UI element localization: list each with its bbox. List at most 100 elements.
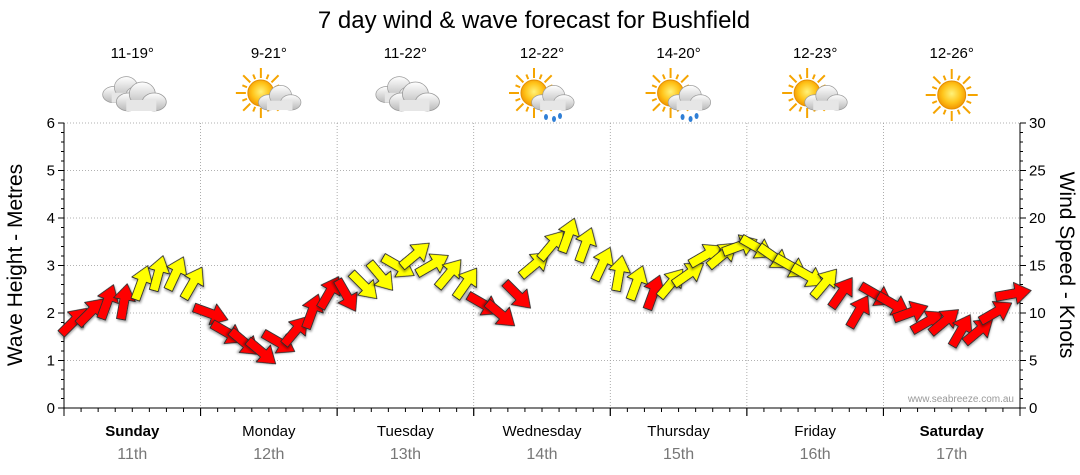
wind-arrow-shape (501, 279, 531, 309)
wind-arrow (961, 318, 994, 347)
chart-title: 7 day wind & wave forecast for Bushfield (318, 7, 750, 34)
left-tick-label: 6 (47, 115, 55, 132)
wind-arrow (365, 259, 394, 291)
wind-arrow-shape (398, 242, 430, 271)
wind-arrow-shape (244, 336, 277, 365)
wind-arrow (827, 277, 853, 311)
wind-arrow-shape (994, 282, 1032, 305)
wind-arrow (483, 298, 516, 327)
wind-arrow (179, 266, 205, 302)
temperature-range: 12-26° (930, 45, 974, 62)
wind-arrow (451, 267, 478, 301)
wind-arrow-shape (809, 268, 837, 301)
wind-arrow-shape (113, 283, 136, 321)
wind-arrow-shape (433, 259, 462, 291)
right-tick-label: 25 (1029, 163, 1046, 180)
wind-arrow (433, 259, 462, 291)
rain-drops (680, 113, 699, 122)
wind-arrow-shape (827, 277, 853, 311)
day-date-label: 15th (663, 446, 694, 463)
wind-arrow-shape (414, 253, 449, 278)
wind-arrow-shape (875, 291, 910, 316)
wind-arrow-shape (670, 263, 704, 289)
right-tick-label: 15 (1029, 258, 1046, 275)
wind-arrow (809, 268, 837, 301)
wind-arrow-shape (845, 295, 870, 330)
sun-showers-icon (509, 68, 575, 122)
temperature-range: 11-22° (384, 45, 427, 62)
wind-arrow-shape (347, 269, 378, 300)
y-axis-ticks: 0 1 2 3 4 5 6 0 5 10 15 20 25 30 (47, 115, 1046, 417)
left-tick-label: 0 (47, 400, 55, 417)
day-name-label: Monday (242, 423, 296, 440)
weather-icons-row (102, 68, 978, 122)
sun-shape (925, 69, 978, 121)
wind-arrow (192, 302, 229, 326)
temperature-range: 12-23° (793, 45, 837, 62)
partly-sunny-icon (235, 68, 302, 118)
sun-showers-icon (645, 68, 712, 122)
cloud-shape (667, 85, 712, 111)
wind-arrow-shape (574, 227, 597, 264)
wind-arrow-shape (790, 262, 825, 287)
wind-arrow (977, 301, 1013, 326)
wind-arrow-shape (961, 318, 994, 347)
wind-arrow (333, 277, 358, 312)
day-date-label: 16th (800, 446, 831, 463)
cloud-shape (258, 85, 302, 111)
wind-arrow (875, 291, 910, 316)
wind-arrow (670, 263, 704, 289)
cloudy-icon (102, 76, 167, 112)
wind-arrow-shape (483, 298, 516, 327)
day-date-label: 12th (253, 446, 284, 463)
day-date-label: 17th (936, 446, 967, 463)
left-tick-label: 5 (47, 163, 55, 180)
sunny-icon (925, 69, 978, 121)
cloud-shape (115, 81, 167, 112)
wind-arrow-shape (316, 276, 341, 311)
day-name-label: Tuesday (377, 423, 434, 440)
wind-arrow (574, 227, 597, 264)
cloudy-icon (375, 76, 440, 112)
left-tick-label: 4 (47, 210, 55, 227)
wind-arrow-shape (280, 316, 308, 348)
left-axis-label: Wave Height - Metres (4, 164, 27, 366)
wind-arrow (244, 336, 277, 365)
wind-arrow (316, 276, 341, 311)
wind-arrow-shape (365, 259, 394, 291)
right-tick-label: 0 (1029, 400, 1037, 417)
wind-arrow-shape (451, 267, 478, 301)
wind-arrow-shape (927, 309, 959, 337)
day-name-label: Friday (794, 423, 836, 440)
day-labels: Sunday 11th Monday 12th Tuesday 13th Wednesday… (105, 423, 984, 463)
wind-arrows (57, 217, 1032, 365)
wind-arrow-shape (892, 300, 929, 324)
cloud-shape (531, 85, 575, 111)
wind-arrow-shape (147, 255, 171, 293)
wind-arrow (790, 262, 825, 287)
right-tick-label: 20 (1029, 210, 1046, 227)
wind-arrow (608, 254, 631, 292)
day-date-label: 14th (526, 446, 557, 463)
temperature-range: 14-20° (656, 45, 700, 62)
wind-arrow-shape (333, 277, 358, 312)
wind-arrow (147, 255, 171, 293)
right-axis-label: Wind Speed - Knots (1055, 172, 1078, 359)
wind-arrow (347, 269, 378, 300)
partly-sunny-icon (782, 68, 848, 118)
day-date-label: 13th (390, 446, 421, 463)
day-name-label: Thursday (647, 423, 710, 440)
wind-arrow (994, 282, 1032, 305)
left-tick-label: 2 (47, 305, 55, 322)
temperature-range: 12-22° (520, 45, 564, 62)
wind-arrow-shape (192, 302, 229, 326)
day-name-label: Wednesday (503, 423, 582, 440)
wind-arrow (96, 284, 119, 321)
rain-drops (544, 113, 562, 122)
wind-arrow (892, 300, 929, 324)
cloud-shape (389, 81, 440, 112)
wind-arrow (113, 283, 136, 321)
wind-arrow (501, 279, 531, 309)
cloud-shape (804, 85, 848, 111)
